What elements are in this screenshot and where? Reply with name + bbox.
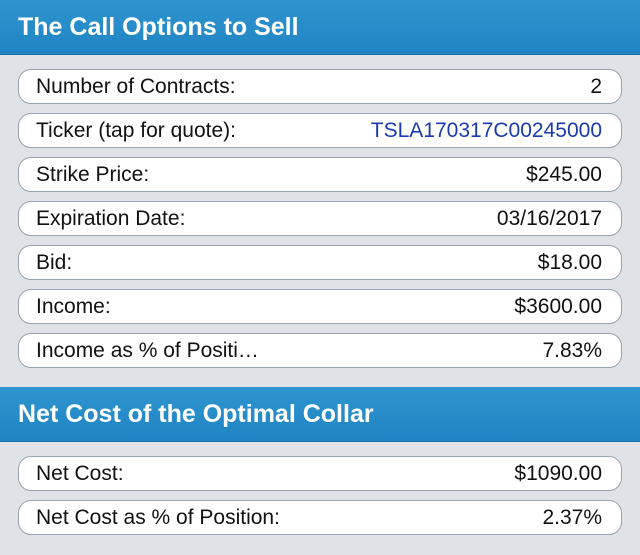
contracts-row: Number of Contracts: 2 bbox=[18, 69, 622, 104]
call-options-header: The Call Options to Sell bbox=[0, 0, 640, 55]
income-percent-row: Income as % of Positi… 7.83% bbox=[18, 333, 622, 368]
net-cost-label: Net Cost: bbox=[36, 461, 124, 485]
income-percent-label: Income as % of Positi… bbox=[36, 338, 259, 362]
strike-price-value: $245.00 bbox=[526, 162, 602, 186]
net-cost-header: Net Cost of the Optimal Collar bbox=[0, 387, 640, 442]
ticker-link[interactable]: TSLA170317C00245000 bbox=[370, 118, 602, 142]
ticker-row[interactable]: Ticker (tap for quote): TSLA170317C00245… bbox=[18, 113, 622, 148]
bid-label: Bid: bbox=[36, 250, 73, 274]
contracts-label: Number of Contracts: bbox=[36, 74, 236, 98]
net-cost-row: Net Cost: $1090.00 bbox=[18, 456, 622, 491]
strike-price-row: Strike Price: $245.00 bbox=[18, 157, 622, 192]
expiration-value: 03/16/2017 bbox=[496, 206, 602, 230]
contracts-value: 2 bbox=[590, 74, 602, 98]
income-row: Income: $3600.00 bbox=[18, 289, 622, 324]
expiration-row: Expiration Date: 03/16/2017 bbox=[18, 201, 622, 236]
income-value: $3600.00 bbox=[514, 294, 602, 318]
net-cost-percent-label: Net Cost as % of Position: bbox=[36, 505, 280, 529]
ticker-label: Ticker (tap for quote): bbox=[36, 118, 236, 142]
call-options-group: Number of Contracts: 2 Ticker (tap for q… bbox=[0, 55, 640, 387]
net-cost-value: $1090.00 bbox=[514, 461, 602, 485]
income-percent-value: 7.83% bbox=[542, 338, 602, 362]
net-cost-group: Net Cost: $1090.00 Net Cost as % of Posi… bbox=[0, 442, 640, 554]
net-cost-percent-value: 2.37% bbox=[542, 505, 602, 529]
net-cost-percent-row: Net Cost as % of Position: 2.37% bbox=[18, 500, 622, 535]
bid-value: $18.00 bbox=[537, 250, 602, 274]
strike-price-label: Strike Price: bbox=[36, 162, 150, 186]
income-label: Income: bbox=[36, 294, 111, 318]
expiration-label: Expiration Date: bbox=[36, 206, 186, 230]
bid-row: Bid: $18.00 bbox=[18, 245, 622, 280]
